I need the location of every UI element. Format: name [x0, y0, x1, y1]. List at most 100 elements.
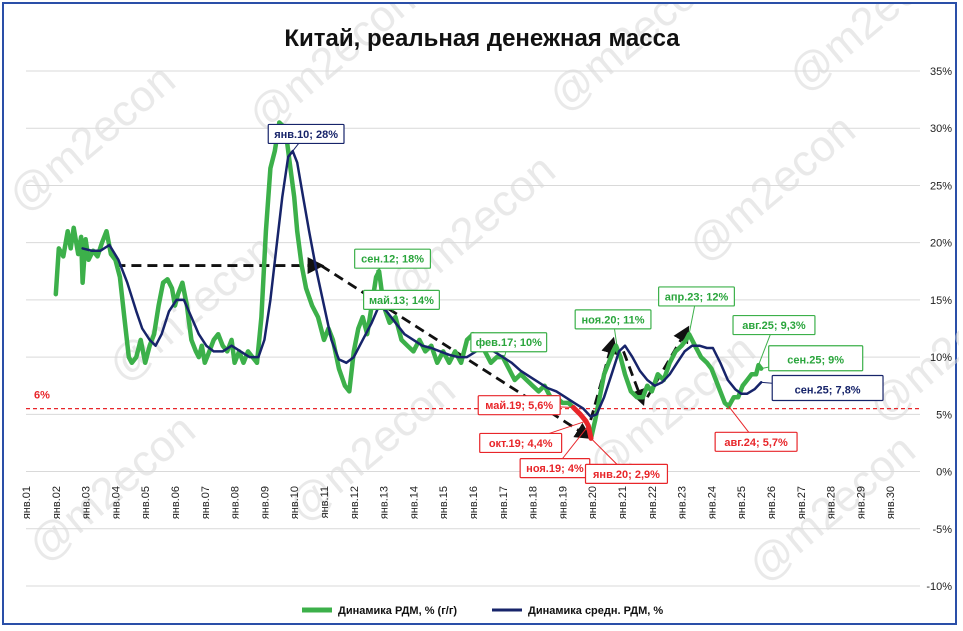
annotation-box: [479, 432, 563, 454]
watermark-text: @m2econ: [779, 4, 959, 102]
annotation-label: янв.20; 2,9%: [593, 469, 660, 481]
annotations-layer: янв.10; 28% сен.12; 18% май.13; 14% фев.17;…: [267, 123, 884, 484]
x-tick-label: янв.18: [528, 486, 540, 519]
money-supply-chart: @m2econ @m2econ @m2econ @m2econ@m2econ @m2ec…: [4, 4, 959, 617]
annotation-box: [354, 248, 432, 269]
y-axis: 35% 30% 25% 20% 15% 10% 5% 0% -5% -10%: [926, 66, 952, 593]
annotation-callout: сен.25; 7,8%: [761, 374, 884, 402]
watermark-text: @m2econ: [4, 55, 185, 222]
x-tick-label: янв.24: [706, 486, 718, 519]
annotation-box: [470, 332, 548, 353]
watermark-text: @m2econ: [279, 365, 465, 532]
annotation-box: [771, 374, 884, 402]
legend-label: Динамика средн. РДМ, %: [528, 605, 663, 617]
watermark-text: @m2econ: [99, 225, 285, 392]
x-tick-label: янв.04: [110, 486, 122, 519]
x-tick-label: янв.23: [677, 486, 689, 519]
annotation-callout: авг.25; 9,3%: [732, 314, 816, 366]
legend-entry: Динамика РДМ, % (г/г): [302, 605, 457, 617]
annotation-label: ноя.19; 4%: [526, 463, 584, 475]
annotation-box: [658, 286, 735, 307]
annotation-label: фев.17; 10%: [476, 337, 543, 349]
x-tick-label: янв.27: [796, 486, 808, 519]
annotation-callout: сен.12; 18%: [354, 248, 432, 272]
gridlines: [26, 70, 920, 587]
x-tick-label: янв.10: [289, 486, 301, 519]
watermark-text: @m2econ: [379, 145, 565, 312]
annotation-callout: янв.10; 28%: [267, 123, 345, 152]
x-tick-label: янв.21: [617, 486, 629, 519]
watermark-text: @m2econ: [539, 4, 725, 122]
x-tick-label: янв.22: [647, 486, 659, 519]
annotation-box: [574, 309, 652, 330]
annotation-label: сен.25; 9%: [787, 355, 844, 367]
x-tick-label: янв.03: [81, 486, 93, 519]
y-tick-label: -5%: [932, 524, 952, 536]
watermark-text: @m2econ: [679, 105, 865, 272]
annotation-label: май.19; 5,6%: [485, 400, 553, 412]
annotation-box: [267, 123, 345, 145]
y-tick-label: 10%: [930, 352, 952, 364]
annotation-callout: сен.25; 9%: [761, 345, 864, 372]
legend: Динамика РДМ, % (г/г) Динамика средн. РДМ…: [302, 605, 663, 617]
x-tick-label: янв.28: [826, 486, 838, 519]
x-axis: янв.01 янв.02 янв.03 янв.04 янв.05 янв.06 янв.…: [21, 486, 897, 519]
annotation-callout: окт.19; 4,4%: [479, 420, 587, 454]
y-tick-label: 0%: [936, 467, 952, 479]
x-tick-label: янв.29: [855, 486, 867, 519]
annotation-label: сен.25; 7,8%: [795, 384, 861, 396]
legend-label: Динамика РДМ, % (г/г): [338, 605, 457, 617]
annotation-callout: фев.17; 10%: [470, 332, 548, 358]
trend-arrow: [622, 350, 646, 407]
annotation-label: сен.12; 18%: [361, 254, 424, 266]
y-tick-label: 25%: [930, 180, 952, 192]
x-tick-label: янв.16: [468, 486, 480, 519]
annotation-callout: авг.24; 5,7%: [714, 406, 798, 452]
annotation-callout: май.13; 14%: [363, 289, 440, 312]
annotation-box: [363, 289, 440, 310]
threshold-line: 6%: [26, 390, 920, 410]
annotation-callout: май.19; 5,6%: [477, 395, 574, 416]
y-tick-label: -10%: [926, 581, 952, 593]
annotation-box: [584, 463, 669, 484]
annotation-callout: апр.23; 12%: [658, 286, 735, 335]
annotation-callout: ноя.20; 11%: [574, 309, 652, 346]
x-tick-label: янв.07: [200, 486, 212, 519]
annotation-label: окт.19; 4,4%: [489, 438, 553, 450]
annotation-label: апр.23; 12%: [665, 291, 729, 303]
x-tick-label: янв.09: [259, 486, 271, 519]
chart-title: Китай, реальная денежная масса: [284, 25, 680, 52]
legend-entry: Динамика средн. РДМ, %: [492, 605, 663, 617]
x-tick-label: янв.01: [21, 486, 33, 519]
annotation-box: [732, 314, 816, 336]
x-tick-label: янв.25: [736, 486, 748, 519]
x-tick-label: янв.08: [230, 486, 242, 519]
annotation-box: [477, 395, 561, 416]
x-tick-label: янв.14: [408, 486, 420, 519]
x-tick-label: янв.05: [140, 486, 152, 519]
x-tick-label: янв.11: [319, 486, 331, 518]
watermark-text: @m2econ: [859, 265, 959, 432]
x-tick-label: янв.06: [170, 486, 182, 519]
x-tick-label: янв.12: [349, 486, 361, 519]
annotation-callout: янв.20; 2,9%: [584, 438, 669, 484]
annotation-label: авг.25; 9,3%: [742, 320, 806, 332]
x-tick-label: янв.20: [587, 486, 599, 519]
y-tick-label: 20%: [930, 238, 952, 250]
annotation-box: [768, 345, 864, 372]
y-tick-label: 15%: [930, 295, 952, 307]
x-tick-label: янв.15: [438, 486, 450, 519]
y-tick-label: 5%: [936, 409, 952, 421]
x-tick-label: янв.02: [51, 486, 63, 519]
annotation-callout: ноя.19; 4%: [519, 425, 591, 479]
annotation-label: ноя.20; 11%: [582, 314, 645, 326]
series-line-avg-rdm: [81, 149, 763, 418]
x-tick-label: янв.13: [379, 486, 391, 519]
annotation-box: [714, 431, 798, 452]
x-tick-label: янв.26: [766, 486, 778, 519]
y-tick-label: 30%: [930, 123, 952, 135]
threshold-label: 6%: [34, 390, 50, 402]
annotation-label: май.13; 14%: [369, 295, 434, 307]
x-tick-label: янв.17: [498, 486, 510, 519]
